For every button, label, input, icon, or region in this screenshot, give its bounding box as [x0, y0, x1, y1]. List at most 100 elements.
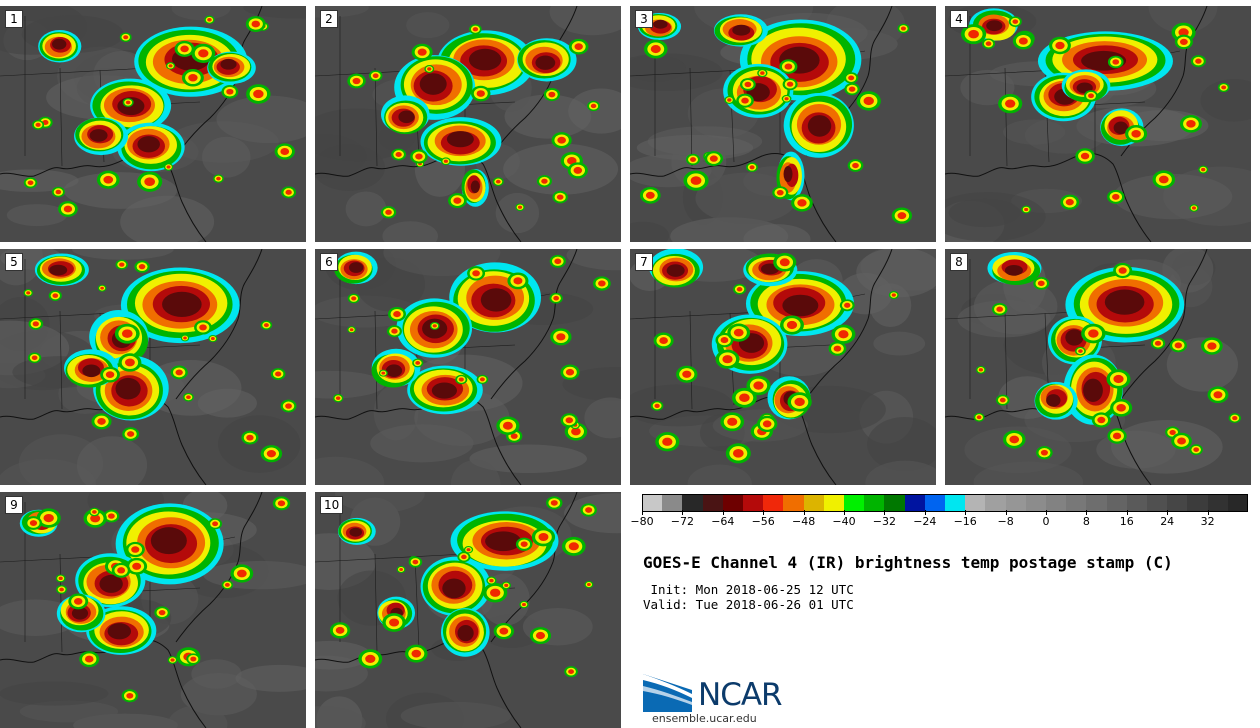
cloud-cell	[645, 191, 655, 199]
cloud-cell	[158, 609, 166, 616]
cloud-cell	[419, 73, 447, 95]
cloud-cell	[411, 649, 422, 658]
cloud-cell	[115, 377, 141, 400]
cloud-cell	[733, 328, 744, 337]
cloud-cell	[1113, 374, 1124, 384]
cloud-cell	[84, 655, 94, 663]
cloud-cell	[654, 403, 660, 408]
cloud-cell	[391, 328, 398, 334]
colorbar-tick-label: −8	[997, 515, 1014, 528]
cloud-cell	[1112, 59, 1120, 65]
cloud-cell	[852, 162, 859, 169]
cloud-cell	[348, 262, 364, 273]
colorbar-tick-label: −16	[953, 515, 977, 528]
cloud-cell	[198, 49, 209, 58]
cloud-cell	[385, 209, 392, 215]
cloud-cell	[52, 293, 59, 298]
colorbar-swatch	[844, 494, 865, 512]
cloud-cell	[412, 559, 419, 565]
colorbar-swatch	[884, 494, 906, 512]
colorbar-tick-label: 24	[1160, 515, 1175, 528]
cloud-cell	[720, 337, 729, 344]
cloud-cell	[650, 45, 661, 54]
cloud-cell	[168, 64, 173, 68]
ncar-logo-text: NCAR	[698, 677, 783, 713]
cloud-cell	[29, 520, 38, 526]
cloud-cell	[557, 136, 566, 144]
cloud-cell	[833, 345, 842, 352]
ir-satellite-map	[315, 492, 621, 728]
cloud-cell	[736, 287, 743, 292]
cloud-cell	[565, 368, 575, 376]
cloud-cell	[432, 324, 437, 328]
cloud-cell	[586, 583, 591, 587]
colorbar-swatch	[823, 494, 845, 512]
cloud-cell	[89, 129, 108, 142]
cloud-cell	[253, 89, 264, 99]
cloud-cell	[32, 321, 39, 327]
cloud-cell	[349, 527, 363, 537]
cloud-cell	[461, 554, 467, 560]
cloud-cell	[727, 417, 738, 426]
cloud-cell	[1009, 435, 1020, 444]
cloud-cell	[985, 41, 992, 46]
cloud-cell	[199, 324, 207, 331]
cloud-cell	[470, 180, 480, 193]
cloud-cell	[1186, 120, 1196, 128]
cloud-cell	[489, 578, 494, 583]
cloud-cell	[786, 320, 798, 330]
cloud-cell	[1078, 349, 1083, 353]
cloud-cell	[131, 546, 140, 553]
cloud-cell	[1004, 264, 1023, 276]
cloud-cell	[999, 397, 1006, 403]
colorbar-swatch	[1207, 494, 1229, 512]
cloud-cell	[682, 370, 692, 378]
ir-satellite-map	[630, 6, 913, 242]
stamp-panel-10: 10	[315, 492, 621, 728]
cloud-cell	[1207, 342, 1217, 350]
cloud-cell	[794, 397, 805, 407]
cloud-cell	[485, 531, 522, 552]
stamp-panel-8: 8	[945, 249, 1251, 485]
cloud-cell	[520, 541, 528, 548]
cloud-cell	[117, 567, 126, 574]
cloud-cell	[277, 500, 286, 507]
cloud-cell	[535, 55, 556, 70]
cloud-cell	[125, 100, 131, 105]
ir-satellite-map	[945, 249, 1241, 485]
figure-title: GOES-E Channel 4 (IR) brightness temp po…	[643, 553, 1173, 572]
cloud-cell	[389, 618, 400, 627]
cloud-cell	[653, 19, 668, 29]
cloud-cell	[1118, 267, 1127, 274]
colorbar-swatch	[722, 494, 744, 512]
ir-satellite-map	[630, 249, 936, 485]
cloud-cell	[541, 178, 548, 184]
cloud-cell	[1169, 429, 1176, 435]
cloud-cell	[598, 280, 606, 287]
cloud-cell	[468, 48, 502, 71]
panel-label: 6	[320, 253, 338, 271]
cloud-cell	[466, 548, 471, 552]
cloud-cell	[891, 293, 896, 297]
cloud-cell	[166, 165, 171, 169]
cloud-cell	[251, 20, 261, 28]
stamp-panel-6: 6	[315, 249, 621, 485]
cloud-cell	[236, 569, 247, 578]
cloud-cell	[1012, 19, 1019, 24]
cloud-cell	[848, 86, 856, 92]
cloud-cell	[188, 74, 198, 82]
cloud-cell	[126, 692, 134, 699]
cloud-cell	[335, 396, 341, 400]
cloud-cell	[897, 212, 907, 220]
stamp-panel-9: 9	[0, 492, 306, 728]
cloud-cell	[489, 588, 501, 597]
cloud-cell	[216, 176, 221, 181]
cloud-cell	[1154, 340, 1162, 346]
cloud-cell	[502, 421, 513, 430]
cloud-cell	[224, 582, 230, 587]
coastline	[315, 492, 578, 728]
cloud-cell	[352, 77, 361, 85]
cloud-cell	[732, 449, 744, 458]
cloud-cell	[585, 507, 593, 513]
cloud-cell	[138, 264, 146, 270]
